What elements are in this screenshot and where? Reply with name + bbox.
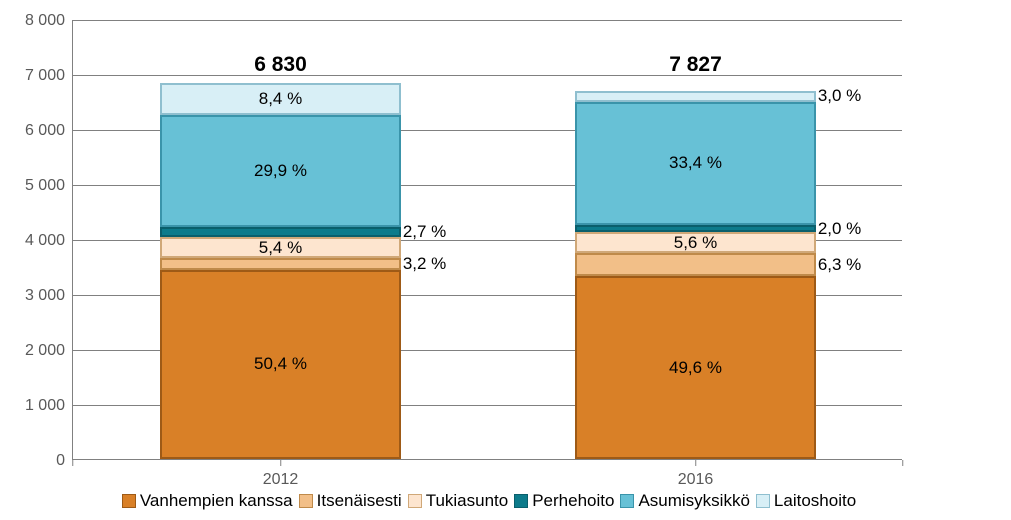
y-axis-tick-label: 2 000	[25, 342, 65, 360]
bar-2012: 50,4 %3,2 %5,4 %2,7 %29,9 %8,4 %6 830	[160, 83, 401, 459]
legend-item-vanhempien: Vanhempien kanssa	[122, 491, 293, 511]
x-tick-mark	[280, 460, 281, 466]
segment-pct-label: 6,3 %	[818, 255, 861, 275]
bar-segment-laitoshoito: 8,4 %	[160, 83, 401, 115]
y-gridline	[73, 20, 902, 21]
bar-total-label: 6 830	[254, 53, 307, 77]
bar-segment-tukiasunto: 5,6 %	[575, 232, 816, 253]
x-tick-mark	[72, 460, 73, 466]
plot-area: 01 0002 0003 0004 0005 0006 0007 0008 00…	[72, 20, 902, 460]
legend-swatch	[408, 494, 422, 508]
legend-label: Perhehoito	[532, 491, 614, 511]
y-axis-tick-label: 5 000	[25, 177, 65, 195]
legend-item-perhehoito: Perhehoito	[514, 491, 614, 511]
legend-label: Laitoshoito	[774, 491, 856, 511]
bar-segment-laitoshoito: 3,0 %	[575, 91, 816, 102]
segment-pct-label: 8,4 %	[259, 89, 302, 109]
y-axis-tick-label: 7 000	[25, 67, 65, 85]
y-axis-tick-label: 8 000	[25, 12, 65, 30]
segment-pct-label: 50,4 %	[254, 354, 307, 374]
y-axis-tick-label: 1 000	[25, 397, 65, 415]
legend-label: Vanhempien kanssa	[140, 491, 293, 511]
legend-label: Itsenäisesti	[317, 491, 402, 511]
segment-pct-label: 3,2 %	[403, 254, 446, 274]
legend-swatch	[620, 494, 634, 508]
bar-segment-vanhempien: 50,4 %	[160, 270, 401, 459]
legend-label: Tukiasunto	[426, 491, 509, 511]
legend-item-itsenaisesti: Itsenäisesti	[299, 491, 402, 511]
segment-pct-label: 2,7 %	[403, 222, 446, 242]
y-axis-tick-label: 3 000	[25, 287, 65, 305]
bar-segment-asumisyksikko: 29,9 %	[160, 115, 401, 227]
legend-label: Asumisyksikkö	[638, 491, 749, 511]
bar-segment-perhehoito: 2,7 %	[160, 227, 401, 237]
bar-total-label: 7 827	[669, 53, 722, 77]
y-axis-tick-label: 6 000	[25, 122, 65, 140]
legend: Vanhempien kanssa Itsenäisesti Tukiasunto P…	[72, 486, 906, 516]
segment-pct-label: 2,0 %	[818, 219, 861, 239]
legend-swatch	[514, 494, 528, 508]
bar-segment-itsenaisesti: 6,3 %	[575, 253, 816, 276]
legend-swatch	[756, 494, 770, 508]
x-tick-mark	[902, 460, 903, 466]
legend-item-asumisyksikko: Asumisyksikkö	[620, 491, 749, 511]
bar-segment-vanhempien: 49,6 %	[575, 276, 816, 459]
bar-segment-tukiasunto: 5,4 %	[160, 237, 401, 257]
legend-item-laitoshoito: Laitoshoito	[756, 491, 856, 511]
legend-swatch	[122, 494, 136, 508]
bar-2016: 49,6 % 6,3 %5,6 %2,0 % 33,4 % 3,0 % 7 827	[575, 29, 816, 459]
bar-segment-perhehoito: 2,0 %	[575, 225, 816, 232]
segment-pct-label: 3,0 %	[818, 86, 861, 106]
legend-item-tukiasunto: Tukiasunto	[408, 491, 509, 511]
segment-pct-label: 29,9 %	[254, 161, 307, 181]
segment-pct-label: 5,6 %	[674, 233, 717, 253]
x-tick-mark	[695, 460, 696, 466]
y-axis-tick-label: 0	[56, 452, 65, 470]
segment-pct-label: 33,4 %	[669, 153, 722, 173]
legend-swatch	[299, 494, 313, 508]
segment-pct-label: 5,4 %	[259, 238, 302, 258]
bar-segment-itsenaisesti: 3,2 %	[160, 258, 401, 270]
y-axis-tick-label: 4 000	[25, 232, 65, 250]
segment-pct-label: 49,6 %	[669, 358, 722, 378]
bar-segment-asumisyksikko: 33,4 %	[575, 102, 816, 225]
